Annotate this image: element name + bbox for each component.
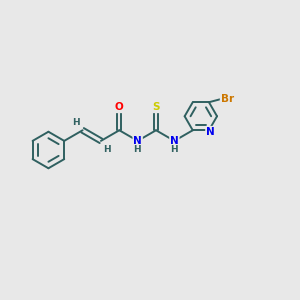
Text: N: N (206, 127, 215, 137)
Text: N: N (170, 136, 179, 146)
Text: O: O (115, 102, 124, 112)
Text: H: H (72, 118, 80, 127)
Text: Br: Br (220, 94, 234, 104)
Text: S: S (152, 102, 160, 112)
Text: N: N (133, 136, 142, 146)
Text: H: H (133, 145, 141, 154)
Text: H: H (103, 145, 111, 154)
Text: H: H (170, 145, 177, 154)
